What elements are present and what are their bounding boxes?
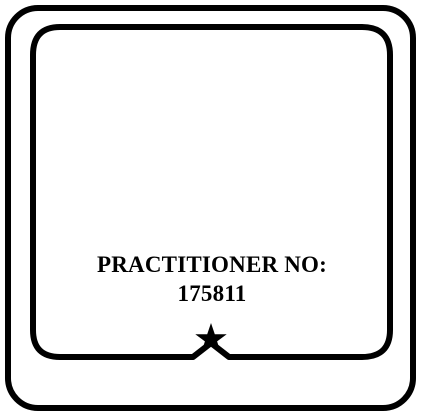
star-icon (195, 323, 227, 353)
outer-border (5, 5, 416, 411)
practitioner-number: 175811 (177, 281, 247, 306)
practitioner-label: PRACTITIONER NO: (96, 252, 328, 277)
inner-border (30, 24, 393, 360)
